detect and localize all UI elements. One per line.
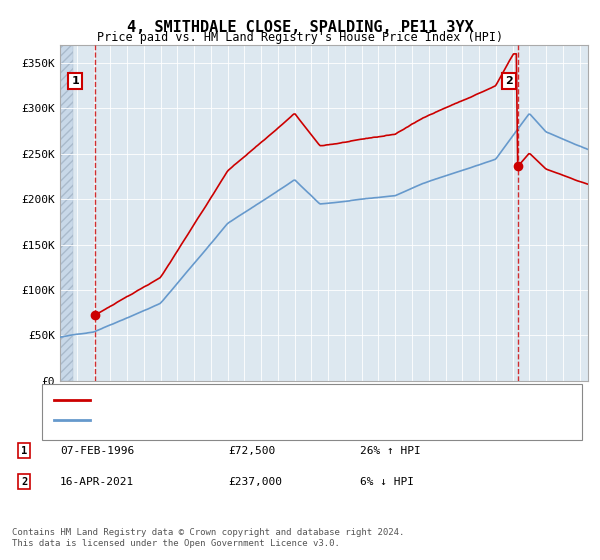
Text: 07-FEB-1996: 07-FEB-1996 (60, 446, 134, 456)
Text: HPI: Average price, detached house, South Holland: HPI: Average price, detached house, Sout… (96, 415, 402, 425)
Text: 1: 1 (71, 76, 79, 86)
Text: Price paid vs. HM Land Registry's House Price Index (HPI): Price paid vs. HM Land Registry's House … (97, 31, 503, 44)
Text: 6% ↓ HPI: 6% ↓ HPI (360, 477, 414, 487)
Text: £237,000: £237,000 (228, 477, 282, 487)
Text: 16-APR-2021: 16-APR-2021 (60, 477, 134, 487)
Text: 2: 2 (21, 477, 27, 487)
Text: Contains HM Land Registry data © Crown copyright and database right 2024.
This d: Contains HM Land Registry data © Crown c… (12, 528, 404, 548)
Bar (60, 45, 73, 381)
Text: 4, SMITHDALE CLOSE, SPALDING, PE11 3YX (detached house): 4, SMITHDALE CLOSE, SPALDING, PE11 3YX (… (96, 395, 440, 405)
Text: 2: 2 (505, 76, 513, 86)
Text: 4, SMITHDALE CLOSE, SPALDING, PE11 3YX: 4, SMITHDALE CLOSE, SPALDING, PE11 3YX (127, 20, 473, 35)
Text: 26% ↑ HPI: 26% ↑ HPI (360, 446, 421, 456)
Text: 1: 1 (21, 446, 27, 456)
Text: £72,500: £72,500 (228, 446, 275, 456)
